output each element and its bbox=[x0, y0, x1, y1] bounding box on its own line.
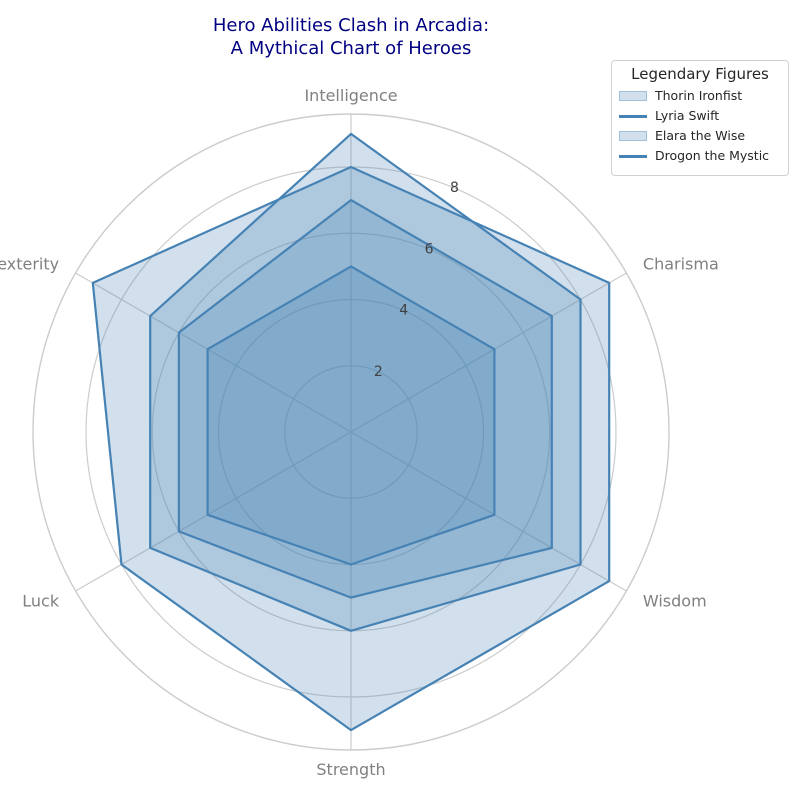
series-line-3 bbox=[91, 165, 611, 732]
legend-label: Thorin Ironfist bbox=[655, 88, 743, 103]
legend-item-drogon: Drogon the Mystic bbox=[612, 147, 788, 167]
radial-tick-labels: 2 4 6 8 bbox=[374, 180, 459, 380]
legend-item-thorin: Thorin Ironfist bbox=[612, 87, 788, 107]
radial-tick-label: 2 bbox=[374, 364, 383, 380]
legend-item-elara: Elara the Wise bbox=[612, 127, 788, 147]
radial-tick-label: 6 bbox=[425, 241, 434, 257]
series-fill-1 bbox=[178, 200, 552, 598]
series-fill-0 bbox=[207, 266, 495, 565]
series-fill-2 bbox=[150, 133, 581, 631]
axis-label: Wisdom bbox=[643, 592, 707, 611]
series-layer bbox=[91, 132, 611, 732]
legend-patch bbox=[619, 131, 647, 141]
series-line-2 bbox=[149, 132, 582, 632]
radial-tick-label: 4 bbox=[399, 303, 408, 319]
legend-line bbox=[619, 115, 647, 118]
series-line-0 bbox=[206, 265, 496, 566]
axis-label: Charisma bbox=[643, 255, 719, 274]
series-line-1 bbox=[177, 199, 553, 599]
legend-label: Lyria Swift bbox=[655, 108, 720, 123]
legend: Legendary Figures Thorin Ironfist Lyria … bbox=[611, 60, 789, 176]
axis-label: Dexterity bbox=[0, 255, 59, 274]
legend-line bbox=[619, 155, 647, 158]
radial-tick-label: 8 bbox=[450, 180, 459, 196]
series-fill-3 bbox=[92, 167, 610, 731]
chart-title-line-1: Hero Abilities Clash in Arcadia: bbox=[212, 15, 490, 36]
legend-label: Drogon the Mystic bbox=[655, 148, 770, 163]
legend-label: Elara the Wise bbox=[655, 128, 746, 143]
grid bbox=[32, 113, 670, 751]
axis-labels: Intelligence Charisma Wisdom Strength Luck De… bbox=[0, 86, 719, 779]
legend-title: Legendary Figures bbox=[631, 65, 769, 83]
chart-title-line-2: A Mythical Chart of Heroes bbox=[230, 38, 472, 59]
legend-item-lyria: Lyria Swift bbox=[612, 107, 788, 127]
legend-patch bbox=[619, 91, 647, 101]
axis-label: Strength bbox=[316, 760, 385, 779]
spoke-line bbox=[75, 272, 352, 433]
axis-label: Luck bbox=[22, 592, 60, 611]
axis-label: Intelligence bbox=[304, 86, 397, 105]
chart-title: Hero Abilities Clash in Arcadia: A Mythi… bbox=[0, 14, 702, 60]
